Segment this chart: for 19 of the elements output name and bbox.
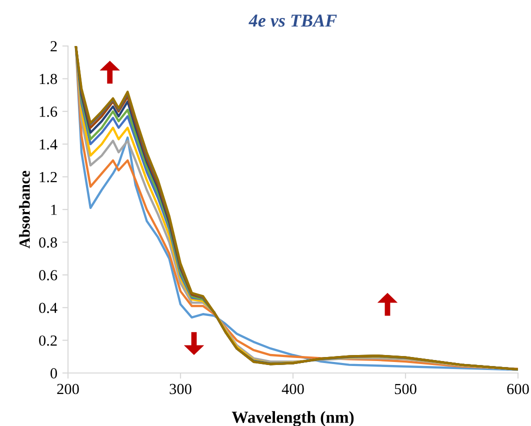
x-tick-label: 400 (282, 384, 304, 394)
y-tick-label: 0.4 (39, 302, 58, 314)
x-tick-label: 300 (170, 384, 192, 394)
y-tick-label: 0.8 (39, 237, 57, 248)
y-axis-title: Absorbance (19, 170, 30, 248)
y-tick-label: 0.6 (39, 270, 58, 280)
y-tick-label: 0.2 (39, 335, 57, 346)
y-tick-label: 2 (50, 41, 57, 52)
y-tick-label: 1.2 (40, 172, 57, 182)
x-axis-title: Wavelength (nm) (232, 411, 354, 426)
y-tick-label: 1.4 (40, 139, 58, 150)
y-tick-label: 1.6 (40, 106, 58, 117)
chart-title: 4e vs TBAF (248, 14, 337, 27)
x-tick-label: 200 (57, 384, 79, 394)
x-tick-label: 500 (394, 384, 416, 394)
y-tick-label: 1.8 (40, 74, 57, 84)
y-tick-label: 1 (51, 204, 57, 215)
y-tick-label: 0 (50, 368, 57, 378)
x-tick-label: 600 (507, 384, 529, 394)
